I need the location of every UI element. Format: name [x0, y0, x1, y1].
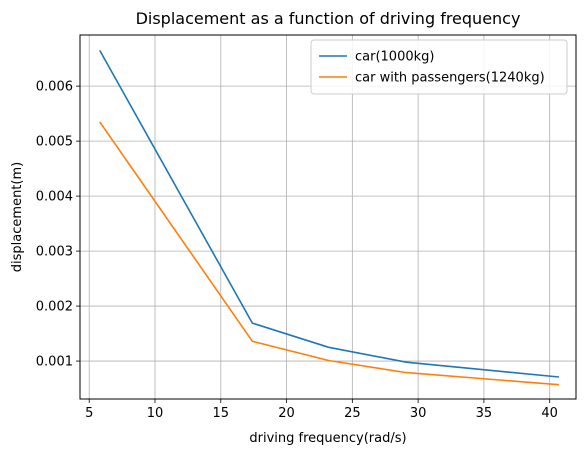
x-tick-label: 20 [278, 406, 295, 421]
series-lines [99, 50, 559, 386]
x-tick-label: 5 [85, 406, 93, 421]
legend-label: car with passengers(1240kg) [355, 71, 545, 86]
x-tick-label: 40 [541, 406, 558, 421]
x-tick-label: 25 [344, 406, 361, 421]
legend-box [310, 39, 568, 95]
x-tick-label: 15 [213, 406, 230, 421]
x-axis: 5 10 15 20 25 30 35 40 [85, 399, 558, 421]
legend: car(1000kg) car with passengers(1240kg) [310, 39, 568, 95]
x-tick-label: 35 [476, 406, 493, 421]
y-tick-label: 0.002 [36, 300, 73, 315]
series-line-1 [99, 50, 559, 378]
y-axis-label: displacement(m) [10, 162, 25, 272]
chart-title: Displacement as a function of driving fr… [136, 9, 521, 28]
x-tick-label: 30 [410, 406, 427, 421]
y-tick-label: 0.004 [36, 190, 73, 205]
plot-frame [79, 34, 577, 400]
series-line-2 [99, 121, 559, 386]
x-axis-label: driving frequency(rad/s) [249, 431, 406, 446]
y-tick-label: 0.005 [36, 135, 73, 150]
y-tick-label: 0.001 [36, 355, 73, 370]
y-tick-label: 0.006 [36, 80, 73, 95]
x-tick-label: 10 [147, 406, 164, 421]
y-axis: 0.001 0.002 0.003 0.004 0.005 0.006 [36, 80, 80, 370]
y-tick-label: 0.003 [36, 245, 73, 260]
legend-label: car(1000kg) [355, 50, 434, 65]
